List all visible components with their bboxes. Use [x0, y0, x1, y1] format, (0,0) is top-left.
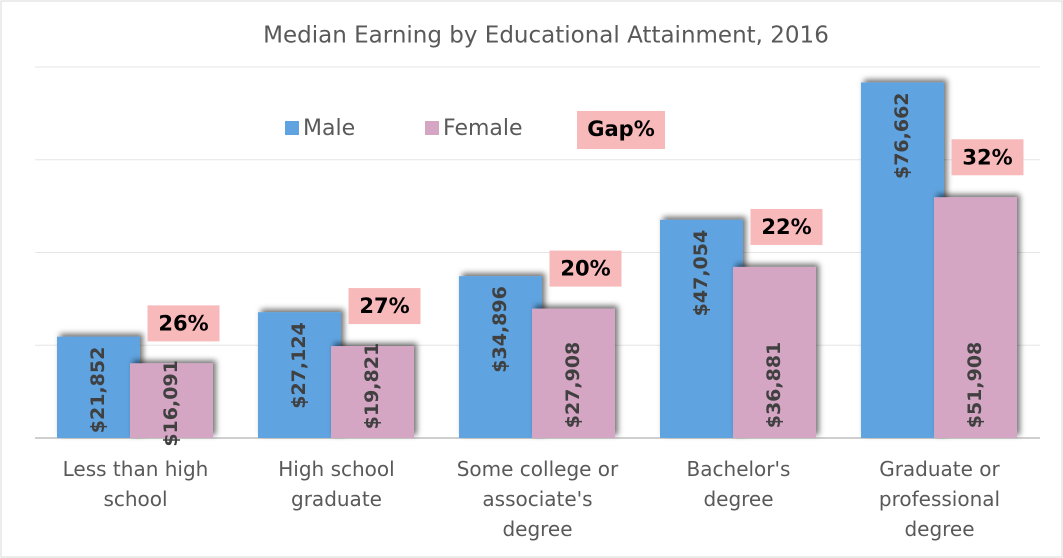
bar — [258, 312, 341, 438]
x-tick-label: Some college or associate's degree — [457, 457, 619, 541]
legend-gap-label: Gap% — [587, 117, 654, 141]
gap-label-box — [147, 305, 220, 342]
legend-gap-box — [577, 111, 665, 149]
value-label: $36,881 — [763, 342, 785, 429]
bar — [532, 308, 615, 438]
bar — [130, 363, 213, 438]
x-tick-label: Bachelor's degree — [687, 457, 791, 511]
bar — [331, 346, 414, 438]
gap-label: 27% — [359, 294, 409, 318]
value-label: $51,908 — [964, 342, 986, 429]
gap-label-box — [951, 139, 1024, 176]
gap-label-box — [549, 250, 622, 287]
bar — [660, 219, 743, 438]
legend-swatch — [285, 121, 299, 135]
bar — [459, 276, 542, 438]
gap-label-box — [348, 288, 421, 325]
gap-label: 32% — [962, 145, 1012, 169]
bar — [934, 197, 1017, 438]
value-label: $27,124 — [288, 322, 310, 409]
bar — [57, 336, 140, 438]
x-tick-label: Graduate or professional degree — [879, 457, 1001, 541]
value-label: $27,908 — [562, 342, 584, 429]
value-label: $47,054 — [690, 230, 712, 317]
value-label: $21,852 — [87, 347, 109, 434]
legend-label: Male — [303, 116, 355, 141]
value-label: $34,896 — [489, 286, 511, 373]
legend-swatch — [425, 121, 439, 135]
value-label: $16,091 — [160, 360, 182, 447]
gap-label: 22% — [761, 215, 811, 239]
bar — [861, 82, 944, 438]
chart-title: Median Earning by Educational Attainment… — [263, 23, 829, 49]
gap-label: 20% — [560, 257, 610, 281]
value-label: $76,662 — [891, 92, 913, 179]
x-tick-label: High school graduate — [278, 457, 394, 511]
value-label: $19,821 — [361, 343, 383, 430]
legend-label: Female — [443, 116, 523, 141]
gap-label-box — [750, 208, 823, 245]
bar — [733, 266, 816, 438]
x-tick-label: Less than high school — [63, 457, 209, 511]
gap-label: 26% — [158, 311, 208, 335]
